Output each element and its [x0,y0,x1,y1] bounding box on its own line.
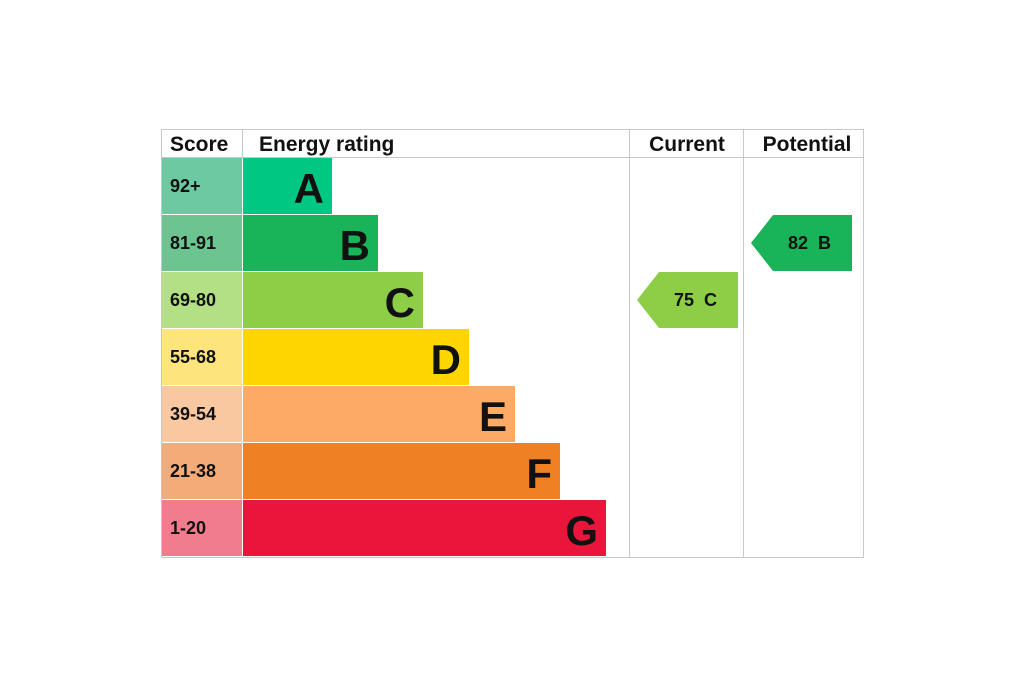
rating-letter-b: B [340,222,370,269]
header-potential: Potential [763,133,852,156]
score-range-b: 81-91 [170,233,216,253]
score-range-e: 39-54 [170,404,216,424]
score-cell-g [162,500,242,556]
score-cell-a [162,158,242,214]
score-range-c: 69-80 [170,290,216,310]
header-current: Current [649,133,725,156]
rating-indicators: 75 C 82 B [637,215,852,328]
rating-bar-g [243,500,606,556]
rating-letter-c: C [385,279,415,326]
score-range-f: 21-38 [170,461,216,481]
rating-letter-e: E [479,393,507,440]
rating-letter-f: F [526,450,552,497]
current-rating-value: 75 C [674,290,717,310]
score-range-d: 55-68 [170,347,216,367]
rating-bar-e [243,386,515,442]
potential-rating-value: 82 B [788,233,831,253]
score-cell-e [162,386,242,442]
score-range-g: 1-20 [170,518,206,538]
score-range-a: 92+ [170,176,201,196]
score-cell-b [162,215,242,271]
score-cell-c [162,272,242,328]
rating-bands: 92+ A 81-91 B 69-80 C 55-68 D 39-54 E 21-38 F 1-20 G [162,158,606,556]
rating-bar-c [243,272,423,328]
potential-rating-arrow [751,215,852,271]
rating-bar-b [243,215,378,271]
current-rating-arrow [637,272,738,328]
rating-letter-d: D [431,336,461,383]
rating-bar-a [243,158,332,214]
rating-bar-d [243,329,469,385]
header-score: Score [170,133,228,156]
table-grid [161,129,864,558]
rating-letter-a: A [294,165,324,212]
header-energy-rating: Energy rating [259,133,394,156]
rating-bar-f [243,443,560,499]
score-cell-d [162,329,242,385]
rating-letter-g: G [565,507,598,554]
table-outer-border [161,129,864,558]
score-cell-f [162,443,242,499]
